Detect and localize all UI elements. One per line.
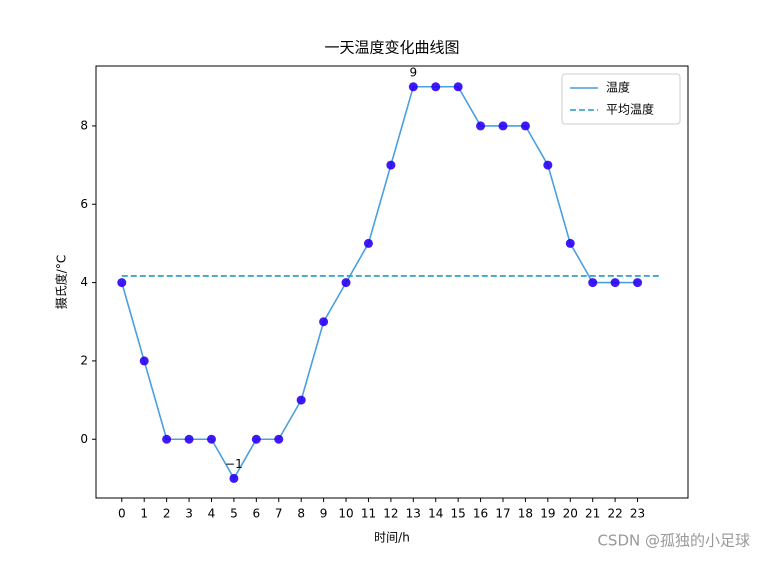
x-tick-label: 0: [118, 507, 126, 521]
x-tick-label: 12: [383, 507, 398, 521]
x-tick-label: 13: [406, 507, 421, 521]
annotation: 9: [409, 65, 417, 79]
x-tick-label: 3: [185, 507, 193, 521]
x-tick-label: 20: [563, 507, 578, 521]
x-tick-label: 18: [518, 507, 533, 521]
data-point: [610, 278, 620, 288]
x-tick-label: 2: [163, 507, 171, 521]
data-point: [520, 121, 530, 131]
data-point: [162, 434, 172, 444]
y-tick-label: 4: [80, 275, 88, 289]
data-point: [565, 238, 575, 248]
x-tick-label: 22: [607, 507, 622, 521]
x-tick-label: 4: [208, 507, 216, 521]
x-tick-label: 17: [495, 507, 510, 521]
data-point: [543, 160, 553, 170]
x-tick-label: 10: [338, 507, 353, 521]
y-axis-label: 摄氏度/°C: [54, 255, 69, 309]
x-tick-label: 21: [585, 507, 600, 521]
y-tick-label: 6: [80, 197, 88, 211]
chart-title: 一天温度变化曲线图: [324, 39, 459, 57]
data-point: [319, 317, 329, 327]
data-point: [363, 238, 373, 248]
legend-label: 温度: [606, 80, 630, 95]
x-tick-label: 19: [540, 507, 555, 521]
data-point: [341, 278, 351, 288]
watermark: CSDN @孤独的小足球: [597, 532, 750, 550]
x-tick-label: 1: [140, 507, 148, 521]
data-point: [633, 278, 643, 288]
data-point: [498, 121, 508, 131]
data-point: [431, 82, 441, 92]
plot-frame: [95, 65, 689, 499]
data-point: [251, 434, 261, 444]
data-point: [274, 434, 284, 444]
annotation: −1: [225, 457, 243, 471]
data-point: [453, 82, 463, 92]
x-tick-label: 7: [275, 507, 283, 521]
x-tick-label: 16: [473, 507, 488, 521]
data-point: [206, 434, 216, 444]
x-tick-label: 15: [451, 507, 466, 521]
data-point: [476, 121, 486, 131]
x-tick-label: 11: [361, 507, 376, 521]
x-tick-label: 23: [630, 507, 645, 521]
data-point: [588, 278, 598, 288]
data-point: [117, 278, 127, 288]
data-point: [184, 434, 194, 444]
data-point: [408, 82, 418, 92]
legend-label: 平均温度: [606, 102, 654, 117]
data-point: [386, 160, 396, 170]
x-tick-label: 9: [320, 507, 328, 521]
x-tick-label: 6: [253, 507, 261, 521]
data-point: [229, 473, 239, 483]
y-tick-label: 2: [80, 353, 88, 367]
x-axis-label: 时间/h: [374, 531, 410, 545]
data-point: [296, 395, 306, 405]
y-tick-label: 8: [80, 118, 88, 132]
x-tick-label: 14: [428, 507, 443, 521]
y-tick-label: 0: [80, 432, 88, 446]
x-tick-label: 5: [230, 507, 238, 521]
data-point: [139, 356, 149, 366]
legend-box: [561, 73, 681, 125]
x-tick-label: 8: [297, 507, 305, 521]
